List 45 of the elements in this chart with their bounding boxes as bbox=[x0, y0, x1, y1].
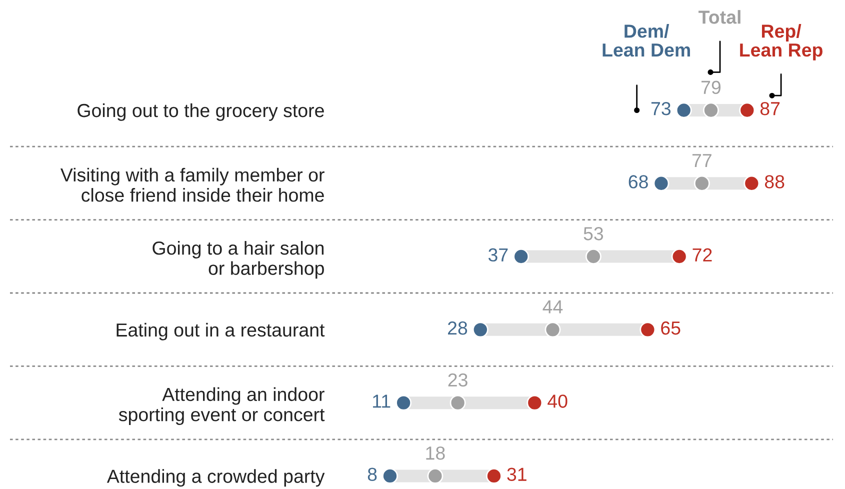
data-label: 44 bbox=[542, 300, 563, 314]
point bbox=[744, 175, 760, 192]
point bbox=[396, 394, 412, 411]
data-label: 40 bbox=[548, 394, 568, 408]
point bbox=[486, 468, 502, 484]
data-label: 87 bbox=[760, 102, 780, 116]
text: Rep/ Lean Rep bbox=[740, 24, 822, 60]
point bbox=[585, 248, 602, 265]
data-label: 73 bbox=[651, 102, 671, 116]
y-tick-label: Going to a hair salon or barbershop bbox=[152, 240, 324, 279]
data-label: 65 bbox=[661, 321, 680, 335]
y-tick-label: Going out to the grocery store bbox=[78, 103, 324, 121]
point bbox=[472, 322, 488, 338]
point bbox=[702, 102, 719, 118]
point bbox=[526, 394, 543, 411]
data-label: 79 bbox=[702, 80, 721, 94]
data-label: 88 bbox=[764, 175, 784, 188]
data-label: 28 bbox=[448, 321, 468, 335]
data-label: 53 bbox=[584, 227, 604, 240]
point bbox=[653, 175, 670, 192]
data-label: 31 bbox=[507, 468, 526, 482]
point bbox=[739, 102, 756, 118]
y-tick-label: Visiting with a family member or close friend inside their home bbox=[60, 168, 324, 202]
data-label: 68 bbox=[628, 175, 648, 188]
y-tick-label: Attending an indoor sporting event or concert bbox=[118, 387, 325, 425]
text: Dem/ Lean Dem bbox=[602, 24, 690, 57]
y-tick-label: Eating out in a restaurant bbox=[116, 322, 325, 340]
data-label: 77 bbox=[692, 154, 712, 167]
point bbox=[382, 468, 398, 484]
data-label: 11 bbox=[373, 394, 390, 408]
point bbox=[513, 248, 530, 265]
point bbox=[640, 322, 656, 338]
point bbox=[544, 322, 561, 338]
y-tick-label: Attending a crowded party bbox=[106, 469, 325, 487]
text: Total bbox=[698, 10, 740, 24]
data-label: 72 bbox=[692, 248, 712, 262]
point bbox=[450, 394, 466, 411]
point bbox=[427, 468, 444, 484]
data-label: 23 bbox=[448, 373, 468, 387]
point bbox=[671, 248, 688, 265]
data-label: 37 bbox=[488, 248, 508, 262]
point bbox=[676, 102, 692, 118]
data-label: 18 bbox=[426, 446, 445, 460]
point bbox=[694, 175, 710, 192]
data-label: 8 bbox=[368, 468, 377, 482]
